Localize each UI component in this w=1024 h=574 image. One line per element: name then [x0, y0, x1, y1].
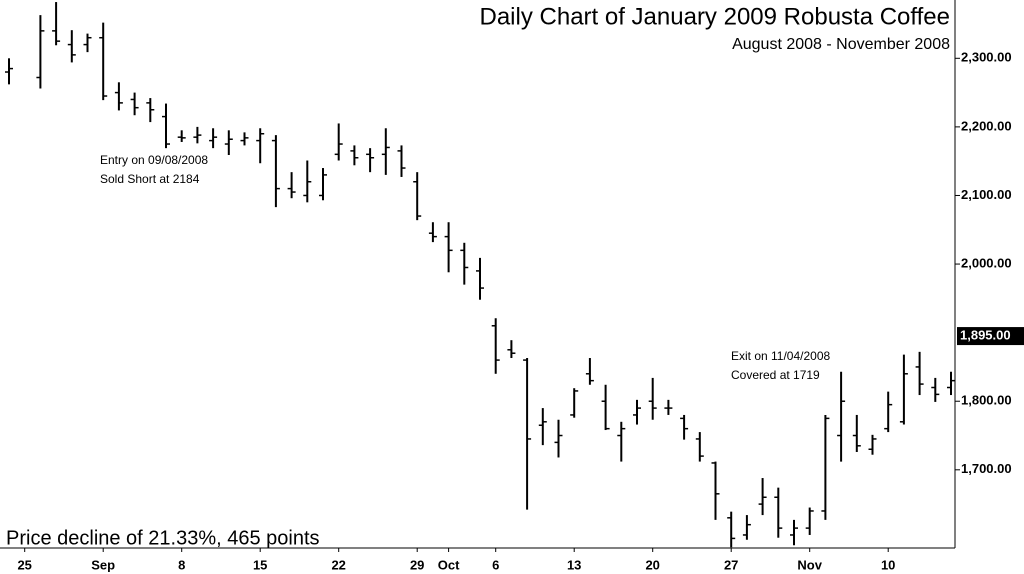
x-tick-label: Nov [797, 557, 822, 572]
annotation: Price decline of 21.33%, 465 points [6, 527, 320, 549]
last-price-label: 1,895.00 [960, 328, 1011, 343]
y-tick-label: 2,300.00 [961, 50, 1012, 65]
annotation: Entry on 09/08/2008 [100, 153, 208, 167]
y-tick-label: 2,200.00 [961, 118, 1012, 133]
annotation: Covered at 1719 [731, 368, 820, 382]
chart-title: Daily Chart of January 2009 Robusta Coff… [480, 3, 951, 30]
annotation: Sold Short at 2184 [100, 172, 200, 186]
x-tick-label: 22 [331, 557, 345, 572]
x-tick-label: 15 [253, 557, 267, 572]
y-tick-label: 1,800.00 [961, 393, 1012, 408]
chart-subtitle: August 2008 - November 2008 [732, 36, 950, 53]
x-tick-label: 8 [178, 557, 185, 572]
x-tick-label: Oct [438, 557, 460, 572]
x-tick-label: 25 [17, 557, 31, 572]
y-tick-label: 2,100.00 [961, 187, 1012, 202]
x-tick-label: 29 [410, 557, 424, 572]
x-tick-label: 6 [492, 557, 499, 572]
x-tick-label: Sep [91, 557, 115, 572]
last-price-box [957, 327, 1024, 346]
y-tick-label: 2,000.00 [961, 255, 1012, 270]
y-tick-label: 1,700.00 [961, 461, 1012, 476]
x-tick-label: 20 [645, 557, 659, 572]
x-tick-label: 10 [881, 557, 895, 572]
x-tick-label: 13 [567, 557, 581, 572]
annotation: Exit on 11/04/2008 [731, 349, 831, 363]
x-tick-label: 27 [724, 557, 738, 572]
